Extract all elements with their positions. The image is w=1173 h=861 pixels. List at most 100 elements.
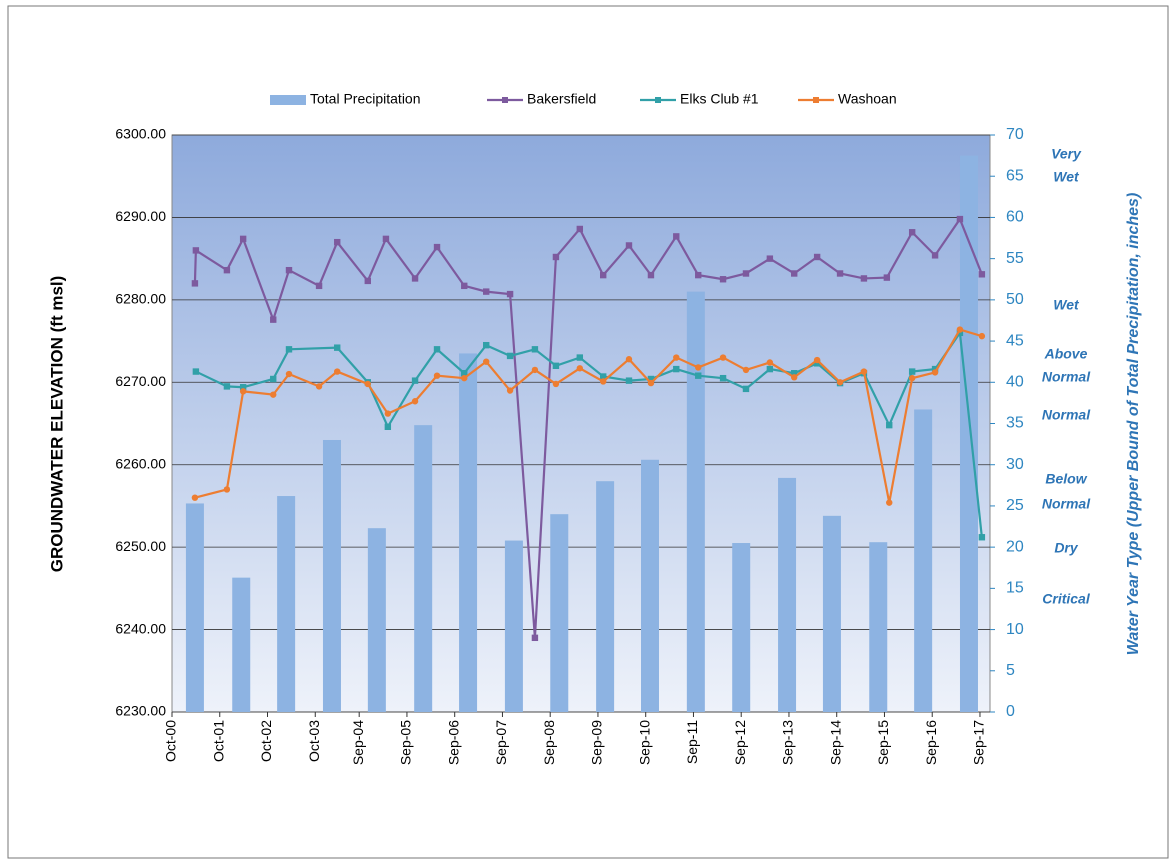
y2-tick-label: 0 bbox=[1006, 703, 1015, 720]
marker bbox=[531, 366, 539, 374]
marker bbox=[766, 365, 774, 373]
y-tick-label: 6260.00 bbox=[115, 455, 166, 471]
legend-swatch bbox=[655, 97, 661, 103]
marker bbox=[600, 378, 607, 385]
marker bbox=[813, 356, 821, 364]
marker bbox=[192, 368, 200, 375]
marker bbox=[461, 374, 468, 382]
y2-tick-label: 10 bbox=[1006, 621, 1024, 638]
annotation: Critical bbox=[1042, 591, 1091, 607]
y2-tick-label: 5 bbox=[1006, 662, 1015, 679]
y-tick-label: 6230.00 bbox=[115, 703, 166, 719]
y2-tick-label: 30 bbox=[1006, 456, 1024, 473]
y2-tick-label: 50 bbox=[1006, 291, 1024, 308]
frame bbox=[7, 5, 1169, 859]
x-tick-label: Sep-15 bbox=[875, 720, 891, 765]
marker bbox=[647, 379, 655, 387]
annotation: Normal bbox=[1042, 496, 1091, 512]
x-tick-label: Sep-09 bbox=[589, 720, 605, 765]
marker bbox=[791, 374, 798, 381]
marker bbox=[956, 329, 964, 337]
y-tick-label: 6300.00 bbox=[115, 126, 166, 142]
marker bbox=[334, 368, 341, 375]
marker bbox=[315, 282, 323, 290]
marker bbox=[719, 374, 727, 382]
bar bbox=[550, 514, 569, 712]
marker bbox=[673, 354, 680, 361]
legend-label: Bakersfield bbox=[527, 91, 596, 107]
y2-tick-label: 35 bbox=[1006, 415, 1024, 432]
marker bbox=[860, 368, 868, 375]
x-tick-label: Sep-04 bbox=[350, 720, 366, 765]
x-tick-label: Sep-12 bbox=[732, 720, 748, 765]
marker bbox=[600, 373, 607, 380]
marker bbox=[191, 280, 199, 287]
marker bbox=[576, 354, 584, 361]
bar bbox=[277, 496, 296, 712]
marker bbox=[334, 238, 341, 246]
bar bbox=[732, 543, 751, 712]
marker bbox=[384, 423, 392, 430]
marker bbox=[695, 364, 702, 371]
bar bbox=[504, 540, 523, 712]
y-tick-label: 6270.00 bbox=[115, 373, 166, 389]
bar bbox=[322, 439, 341, 712]
legend-swatch bbox=[270, 95, 306, 105]
marker bbox=[647, 375, 655, 383]
marker bbox=[673, 365, 680, 373]
marker bbox=[956, 215, 964, 223]
x-tick-label: Sep-16 bbox=[923, 720, 939, 765]
marker bbox=[695, 372, 702, 379]
y2-tick-label: 15 bbox=[1006, 580, 1024, 597]
x-tick-label: Oct-03 bbox=[306, 720, 322, 762]
marker bbox=[931, 369, 939, 376]
marker bbox=[364, 277, 371, 285]
bar bbox=[414, 425, 433, 712]
annotation: Very bbox=[1051, 146, 1082, 162]
x-tick-label: Sep-07 bbox=[493, 720, 509, 765]
marker bbox=[483, 288, 490, 295]
y-tick-label: 6290.00 bbox=[115, 208, 166, 224]
marker bbox=[192, 247, 200, 254]
y-tick-label: 6280.00 bbox=[115, 291, 166, 307]
marker bbox=[576, 225, 584, 233]
x-tick-label: Sep-17 bbox=[971, 720, 987, 765]
x-tick-label: Oct-00 bbox=[163, 720, 179, 762]
bar bbox=[232, 577, 251, 712]
bar bbox=[959, 155, 978, 712]
marker bbox=[483, 358, 490, 365]
marker bbox=[531, 346, 539, 353]
legend-swatch bbox=[813, 97, 819, 103]
marker bbox=[742, 366, 750, 374]
marker bbox=[719, 276, 727, 283]
marker bbox=[433, 243, 441, 251]
marker bbox=[239, 388, 247, 395]
marker bbox=[270, 316, 277, 323]
marker bbox=[956, 326, 964, 333]
bar bbox=[185, 503, 204, 712]
annotation: Above bbox=[1044, 346, 1088, 362]
x-tick-label: Sep-05 bbox=[398, 720, 414, 765]
marker bbox=[552, 362, 560, 369]
marker bbox=[695, 271, 702, 279]
bar bbox=[641, 459, 660, 712]
marker bbox=[552, 253, 560, 261]
marker bbox=[836, 270, 844, 277]
y2-tick-label: 60 bbox=[1006, 209, 1024, 226]
marker bbox=[334, 344, 341, 351]
y-tick-label: 6240.00 bbox=[115, 620, 166, 636]
x-tick-label: Sep-11 bbox=[684, 720, 700, 764]
marker bbox=[384, 410, 392, 417]
series-line bbox=[194, 328, 983, 503]
marker bbox=[382, 235, 390, 243]
marker bbox=[625, 377, 633, 384]
bar bbox=[869, 542, 888, 712]
marker bbox=[836, 379, 844, 386]
legend-label: Total Precipitation bbox=[310, 91, 421, 107]
marker bbox=[742, 270, 750, 277]
legend-label: Washoan bbox=[838, 91, 897, 107]
marker bbox=[978, 271, 986, 278]
bar bbox=[914, 409, 933, 712]
bar bbox=[459, 353, 478, 712]
annotation: Wet bbox=[1053, 169, 1080, 185]
